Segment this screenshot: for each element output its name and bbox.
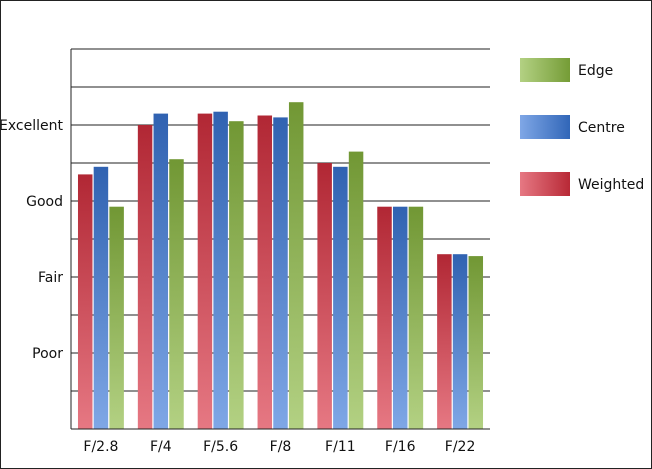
bar-edge-f28 <box>109 206 124 429</box>
bar-weighted-f22 <box>437 254 452 429</box>
bar-edge-f56 <box>229 121 244 429</box>
legend: Edge Centre Weighted <box>520 58 644 196</box>
bar-edge-f4 <box>169 159 184 429</box>
axis-layer: Poor Fair Good Excellent F/2.8 F/4 F/5.6 F/8 F/1… <box>1 49 490 455</box>
x-tick-label: F/4 <box>150 439 172 455</box>
bar-layer <box>77 102 484 430</box>
bar-edge-f11 <box>348 151 364 429</box>
legend-label-weighted: Weighted <box>578 177 644 193</box>
legend-swatch-edge <box>520 58 570 82</box>
bar-centre-f22 <box>452 254 468 429</box>
bar-centre-f11 <box>333 166 348 430</box>
x-tick-label: F/11 <box>325 439 356 455</box>
bar-centre-f56 <box>213 111 228 429</box>
x-tick-label: F/8 <box>270 439 292 455</box>
bar-centre-f8 <box>273 117 288 430</box>
bar-centre-f4 <box>153 113 169 429</box>
legend-swatch-weighted <box>520 172 570 196</box>
legend-swatch-centre <box>520 115 570 139</box>
y-tick-label: Fair <box>38 270 63 286</box>
bar-edge-f22 <box>468 256 484 429</box>
bar-weighted-f28 <box>77 174 93 429</box>
x-tick-label: F/22 <box>445 439 476 455</box>
bar-weighted-f16 <box>377 206 392 429</box>
x-tick-label: F/5.6 <box>203 439 238 455</box>
bar-edge-f8 <box>288 102 304 429</box>
legend-label-edge: Edge <box>578 63 613 79</box>
bar-weighted-f8 <box>257 115 273 429</box>
x-tick-label: F/16 <box>385 439 416 455</box>
bar-centre-f16 <box>392 206 408 429</box>
bar-weighted-f56 <box>197 113 213 429</box>
y-tick-label: Excellent <box>1 118 64 134</box>
bar-weighted-f11 <box>317 163 332 429</box>
bar-weighted-f4 <box>137 125 153 429</box>
x-tick-label: F/2.8 <box>83 439 118 455</box>
bar-edge-f16 <box>408 206 424 429</box>
y-tick-label: Poor <box>32 346 63 362</box>
bar-centre-f28 <box>93 166 109 430</box>
y-tick-label: Good <box>26 194 63 210</box>
legend-label-centre: Centre <box>578 120 625 136</box>
